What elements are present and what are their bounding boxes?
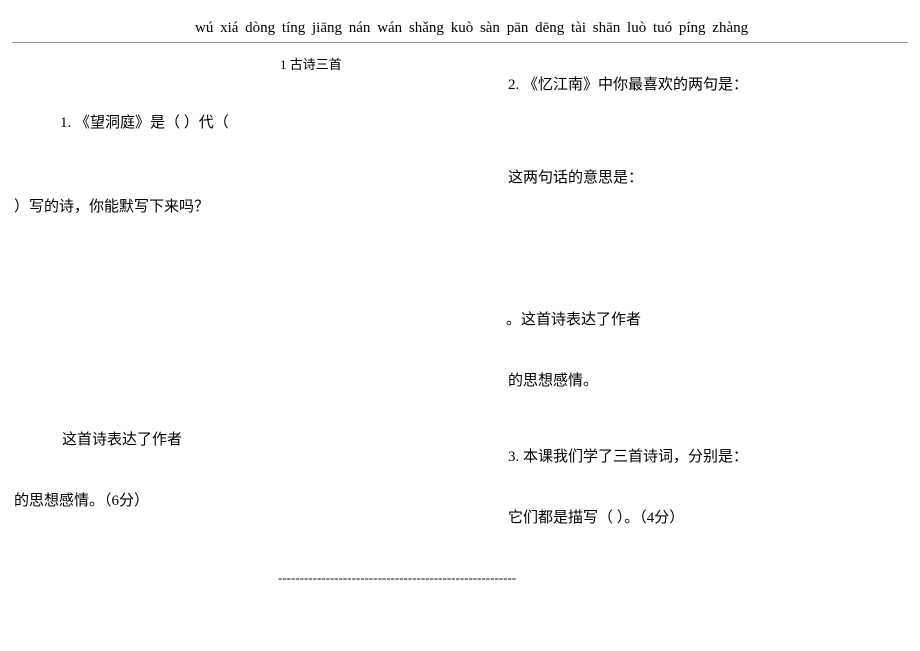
pinyin-syllable: shān: [593, 20, 621, 36]
section-title-text: 古诗三首: [290, 57, 342, 72]
question-2-expression: 。这首诗表达了作者: [506, 308, 641, 332]
question-1-end: 的思想感情。（6分）: [14, 489, 149, 513]
question-1-line-1: 1. 《望洞庭》是（ ）代（: [60, 111, 229, 135]
pinyin-syllable: pān: [507, 20, 529, 36]
question-1-sentiment: 这首诗表达了作者: [62, 428, 182, 452]
pinyin-syllable: jiāng: [312, 20, 342, 36]
pinyin-syllable: dòng: [245, 20, 275, 36]
pinyin-syllable: tài: [571, 20, 586, 36]
pinyin-syllable: kuò: [451, 20, 474, 36]
question-2-end: 的思想感情。: [508, 369, 598, 393]
pinyin-syllable: luò: [627, 20, 646, 36]
pinyin-syllable: tuó: [653, 20, 672, 36]
question-1-line-2: ）写的诗，你能默写下来吗？: [14, 195, 209, 219]
pinyin-syllable: sàn: [480, 20, 500, 36]
pinyin-syllable: zhàng: [712, 20, 748, 36]
horizontal-rule: [12, 42, 908, 43]
pinyin-syllable: wú: [195, 20, 213, 36]
section-number: 1: [280, 57, 287, 72]
pinyin-syllable: dēng: [535, 20, 564, 36]
question-3-line-1: 3. 本课我们学了三首诗词，分别是：: [508, 445, 748, 469]
dash-divider: ----------------------------------------…: [278, 570, 516, 586]
section-title: 1 古诗三首: [280, 54, 342, 73]
question-2-line-1: 2. 《忆江南》中你最喜欢的两句是：: [508, 73, 748, 97]
pinyin-syllable: píng: [679, 20, 706, 36]
pinyin-syllable: nán: [349, 20, 371, 36]
question-3-line-2: 它们都是描写（ ）。（4分）: [508, 506, 684, 530]
pinyin-header: wú xiá dòng tíng jiāng nán wán shǎng kuò…: [195, 20, 751, 37]
pinyin-syllable: wán: [377, 20, 402, 36]
pinyin-syllable: shǎng: [409, 20, 444, 36]
pinyin-syllable: xiá: [220, 20, 238, 36]
pinyin-syllable: tíng: [282, 20, 305, 36]
question-2-meaning: 这两句话的意思是：: [508, 166, 643, 190]
